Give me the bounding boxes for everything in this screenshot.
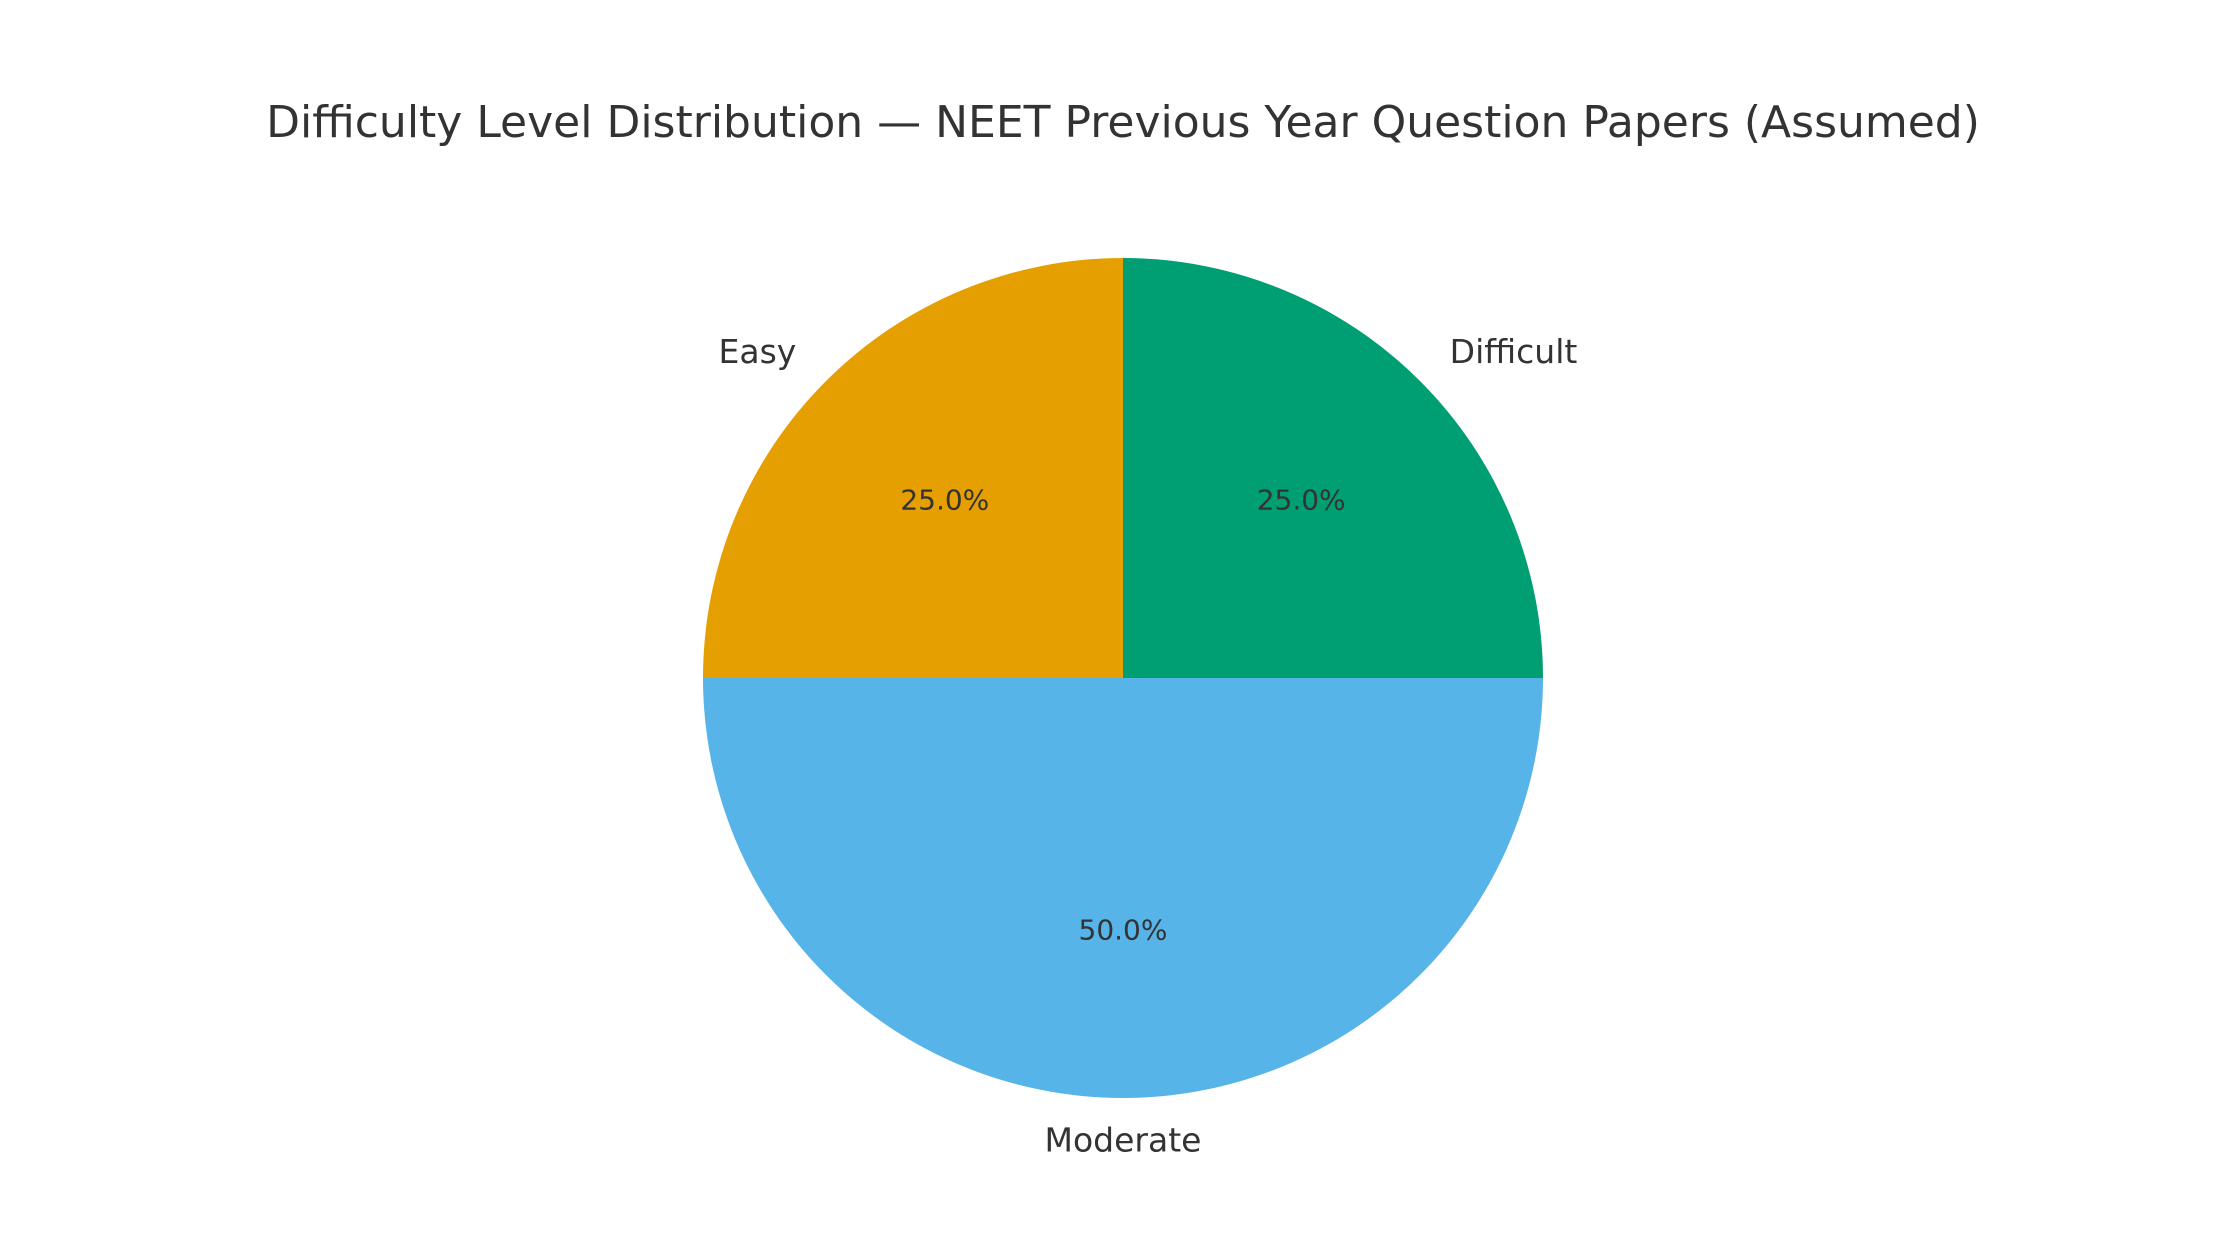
pie-slice-easy (703, 258, 1123, 678)
chart-title: Difficulty Level Distribution — NEET Pre… (266, 97, 1980, 148)
pie-slice-difficult (1123, 258, 1543, 678)
slice-pct-label-easy: 25.0% (900, 483, 989, 516)
slice-pct-label-difficult: 25.0% (1257, 483, 1346, 516)
slice-label-moderate: Moderate (1045, 1121, 1202, 1160)
slice-pct-label-moderate: 50.0% (1079, 914, 1168, 947)
slice-label-difficult: Difficult (1450, 332, 1578, 371)
slice-label-easy: Easy (719, 332, 797, 371)
pie-slice-moderate (703, 678, 1543, 1098)
pie-slices (703, 258, 1543, 1098)
pie-labels: Easy 25.0% Moderate 50.0% Difficult 25.0% (719, 332, 1578, 1160)
